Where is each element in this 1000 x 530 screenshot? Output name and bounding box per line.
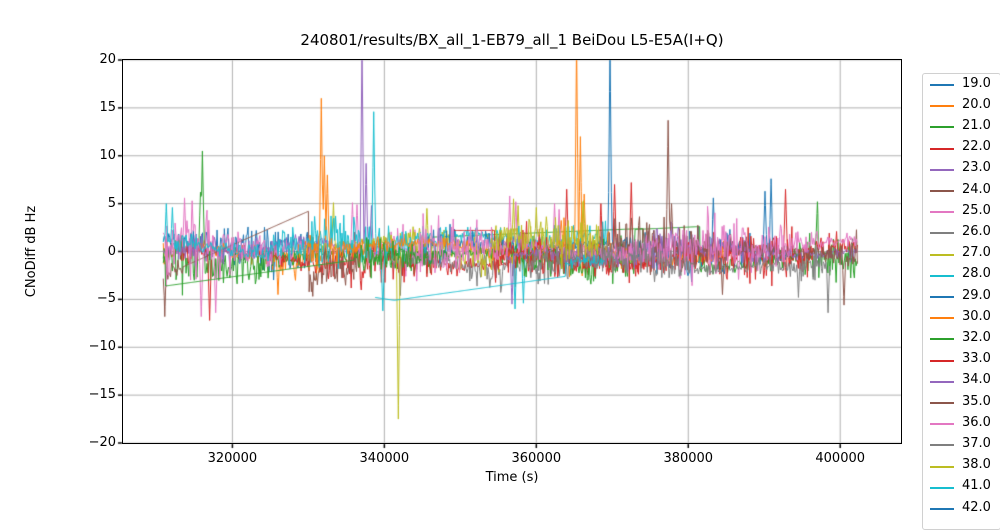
legend-item: 32.0 — [923, 329, 1000, 350]
legend-item: 41.0 — [923, 477, 1000, 498]
y-tick-label: 20 — [99, 52, 116, 67]
legend-line-swatch — [930, 423, 954, 426]
legend-item: 20.0 — [923, 96, 1000, 117]
legend-line-swatch — [930, 232, 954, 235]
legend-label: 28.0 — [962, 266, 991, 282]
legend-line-swatch — [930, 168, 954, 171]
legend-line-swatch — [930, 465, 954, 468]
legend-item: 22.0 — [923, 138, 1000, 159]
chart-title: 240801/results/BX_all_1-EB79_all_1 BeiDo… — [300, 31, 724, 49]
legend-line-swatch — [930, 211, 954, 214]
legend-label: 20.0 — [962, 96, 991, 112]
legend-item: 34.0 — [923, 371, 1000, 392]
legend-item: 23.0 — [923, 159, 1000, 180]
legend-label: 25.0 — [962, 202, 991, 218]
legend-label: 36.0 — [962, 414, 991, 430]
legend-label: 32.0 — [962, 329, 991, 345]
legend-line-swatch — [930, 444, 954, 447]
legend-label: 34.0 — [962, 372, 991, 388]
legend-label: 35.0 — [962, 393, 991, 409]
legend-label: 37.0 — [962, 435, 991, 451]
y-tick-label: −20 — [88, 435, 116, 450]
legend-item: 21.0 — [923, 117, 1000, 138]
legend-item: 35.0 — [923, 393, 1000, 414]
legend-item: 25.0 — [923, 202, 1000, 223]
legend-line-swatch — [930, 190, 954, 192]
legend-line-swatch — [930, 317, 954, 320]
legend-line-swatch — [930, 296, 954, 298]
x-tick-label: 340000 — [359, 451, 410, 466]
legend-line-swatch — [930, 274, 954, 277]
y-tick-label: −5 — [96, 291, 116, 307]
legend-line-swatch — [930, 126, 954, 129]
legend-line-swatch — [930, 147, 954, 150]
y-tick-label: 5 — [107, 195, 116, 211]
legend-box: 19.0 20.0 21.0 22.0 23.0 24.0 25.0 26.0 27.0 28.0… — [922, 73, 1000, 530]
y-tick-label: −10 — [88, 339, 116, 355]
y-tick-label: 10 — [99, 147, 116, 163]
legend-item: 42.0 — [923, 499, 1000, 520]
legend-line-swatch — [930, 84, 954, 86]
x-tick-label: 360000 — [511, 451, 562, 466]
x-tick-label: 320000 — [207, 451, 258, 466]
legend-item: 36.0 — [923, 414, 1000, 435]
legend-line-swatch — [930, 486, 954, 489]
legend-item: 28.0 — [923, 265, 1000, 286]
legend-item: 38.0 — [923, 456, 1000, 477]
legend-label: 22.0 — [962, 139, 991, 155]
y-tick-label: 0 — [107, 243, 116, 259]
legend-label: 23.0 — [962, 160, 991, 176]
legend-item: 33.0 — [923, 350, 1000, 371]
legend-line-swatch — [930, 338, 954, 341]
legend-label: 24.0 — [962, 181, 991, 197]
legend-label: 42.0 — [962, 499, 991, 515]
plot-canvas — [0, 0, 1000, 500]
plot-frame — [122, 59, 902, 444]
legend-item: 24.0 — [923, 181, 1000, 202]
legend-line-swatch — [930, 105, 954, 108]
x-tick-label: 400000 — [815, 451, 866, 466]
legend-label: 19.0 — [962, 75, 991, 91]
legend-line-swatch — [930, 359, 954, 362]
legend-label: 30.0 — [962, 308, 991, 324]
x-tick-label: 380000 — [663, 451, 714, 466]
legend-label: 27.0 — [962, 245, 991, 261]
legend-item: 30.0 — [923, 308, 1000, 329]
legend-item: 19.0 — [923, 75, 1000, 96]
legend-label: 41.0 — [962, 478, 991, 494]
legend-line-swatch — [930, 402, 954, 404]
legend-label: 38.0 — [962, 457, 991, 473]
legend-item: 29.0 — [923, 287, 1000, 308]
legend-item: 27.0 — [923, 244, 1000, 265]
legend-line-swatch — [930, 380, 954, 383]
y-tick-label: 15 — [99, 99, 116, 115]
legend-label: 21.0 — [962, 117, 991, 133]
legend-item: 26.0 — [923, 223, 1000, 244]
legend-item: 37.0 — [923, 435, 1000, 456]
legend-label: 26.0 — [962, 223, 991, 239]
legend-line-swatch — [930, 508, 954, 510]
legend-label: 33.0 — [962, 351, 991, 367]
y-tick-label: −15 — [88, 387, 116, 403]
legend-line-swatch — [930, 253, 954, 256]
legend-label: 29.0 — [962, 287, 991, 303]
y-axis-label: CNoDiff dB Hz — [24, 205, 39, 298]
x-axis-label: Time (s) — [485, 470, 539, 485]
